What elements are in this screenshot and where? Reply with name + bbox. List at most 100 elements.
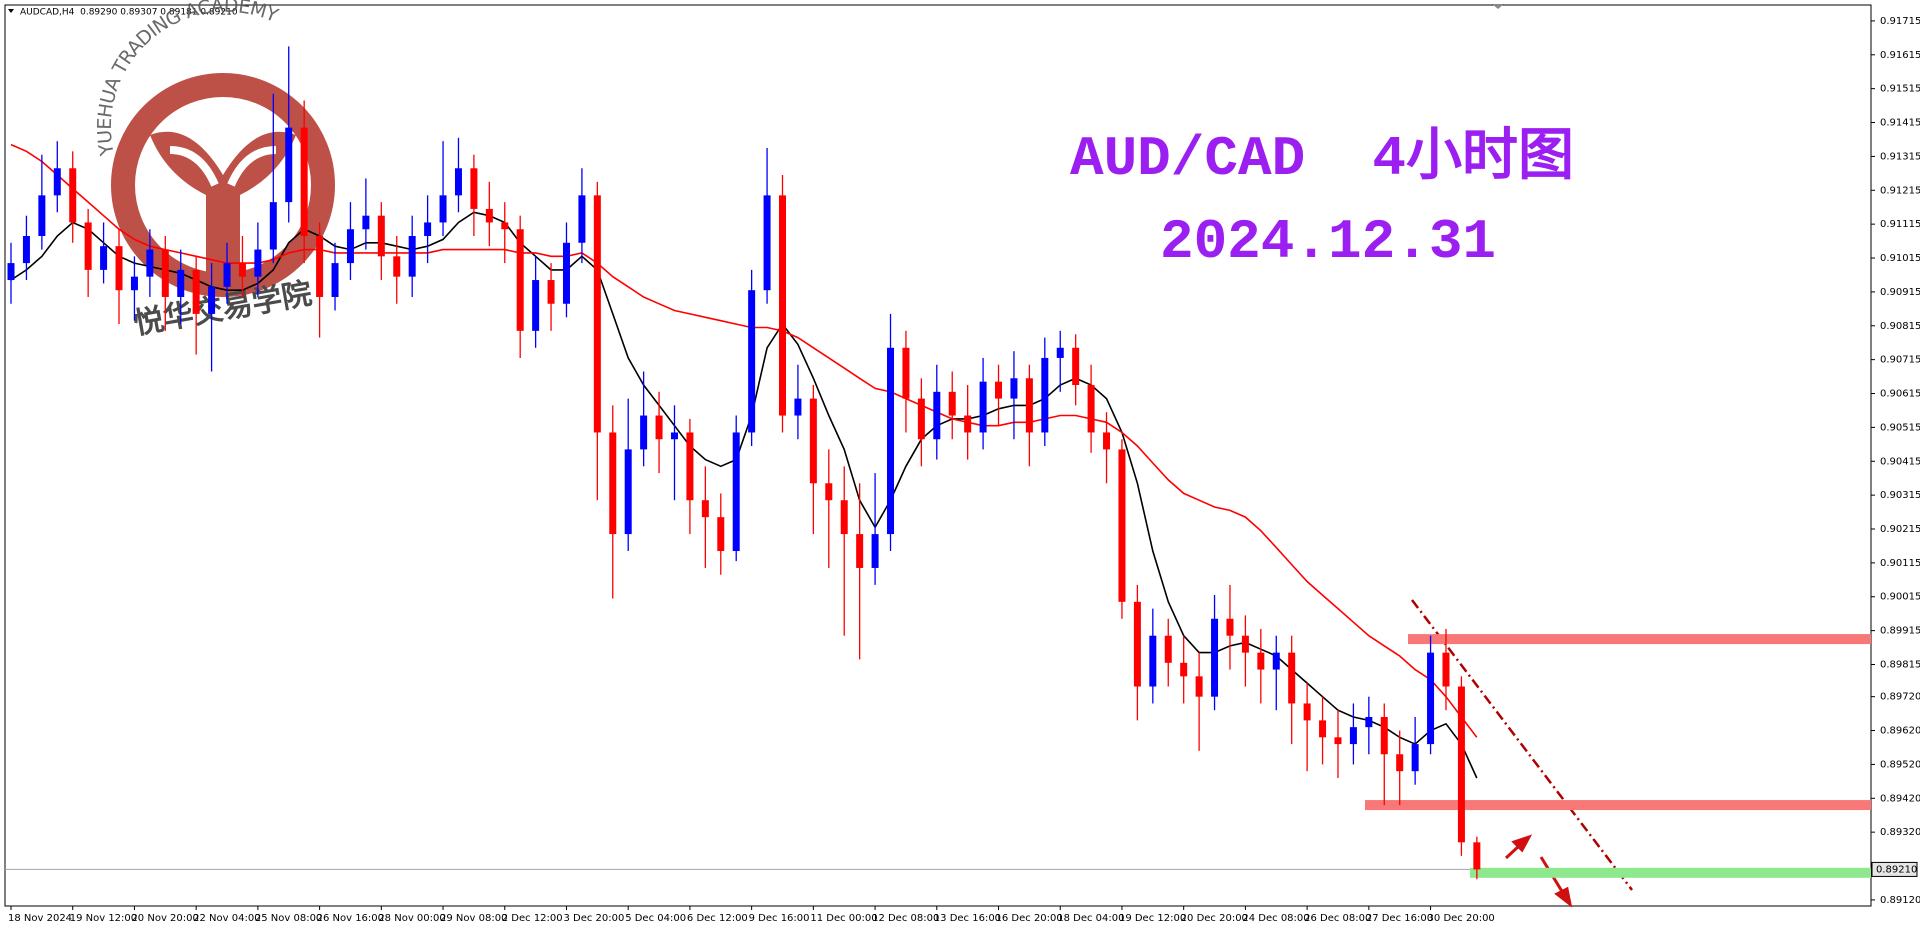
- candle-body: [130, 276, 138, 291]
- candle-body: [887, 347, 895, 535]
- menu-triangle[interactable]: [8, 9, 14, 13]
- candle-body: [701, 500, 709, 518]
- candle-body: [1365, 716, 1373, 728]
- candle-body: [300, 127, 308, 237]
- candle-body: [1272, 652, 1280, 670]
- price-level: [1470, 867, 1871, 878]
- y-tick-label: 0.90915: [1880, 287, 1920, 298]
- logo-ring: [111, 73, 335, 297]
- y-tick-label: 0.89915: [1880, 626, 1920, 637]
- candle-body: [979, 381, 987, 433]
- candle-body: [1041, 357, 1049, 433]
- candle-body: [22, 236, 30, 264]
- y-tick-label: 0.90115: [1880, 558, 1920, 569]
- candle-body: [562, 242, 570, 304]
- candle-body: [439, 195, 447, 223]
- candle-body: [69, 168, 77, 223]
- candle-body: [316, 236, 324, 297]
- candle-body: [1411, 744, 1419, 772]
- candle-body: [1087, 385, 1095, 433]
- candle-body: [1226, 618, 1234, 636]
- candle-body: [578, 195, 586, 243]
- x-tick-label: 27 Dec 16:00: [1366, 913, 1433, 924]
- candle-body: [7, 263, 15, 281]
- candle-body: [362, 215, 370, 230]
- plot-frame: [4, 4, 1872, 907]
- candle-body: [377, 215, 385, 257]
- candle-body: [485, 208, 493, 223]
- candle-body: [655, 415, 663, 440]
- y-tick-label: 0.90415: [1880, 456, 1920, 467]
- candle-body: [995, 381, 1003, 399]
- candle-body: [238, 263, 246, 277]
- candle-body: [1010, 378, 1018, 399]
- x-tick-label: 5 Dec 04:00: [625, 913, 686, 924]
- x-tick-label: 18 Nov 2024: [8, 913, 72, 924]
- candle-body: [794, 398, 802, 416]
- y-tick-label: 0.91215: [1880, 185, 1920, 196]
- x-tick-label: 9 Dec 16:00: [749, 913, 810, 924]
- candle-body: [1396, 754, 1404, 772]
- candle-body: [501, 222, 509, 230]
- x-tick-label: 28 Nov 00:00: [378, 913, 445, 924]
- candle-body: [856, 534, 864, 568]
- candle-body: [516, 229, 524, 331]
- x-tick-label: 20 Dec 20:00: [1181, 913, 1248, 924]
- arrow-down-head: [1554, 886, 1573, 908]
- y-tick-label: 0.89320: [1880, 827, 1920, 838]
- x-tick-label: 22 Nov 04:00: [193, 913, 260, 924]
- candle-body: [825, 483, 833, 501]
- candle-body: [1133, 601, 1141, 687]
- candle-body: [902, 347, 910, 399]
- x-tick-label: 13 Dec 16:00: [934, 913, 1001, 924]
- candle-body: [809, 398, 817, 484]
- candle-body: [532, 280, 540, 331]
- candle-body: [871, 534, 879, 568]
- arrow-up-head: [1511, 834, 1533, 853]
- candle-body: [269, 202, 277, 250]
- x-tick-label: 19 Dec 12:00: [1119, 913, 1186, 924]
- y-tick-label: 0.90315: [1880, 490, 1920, 501]
- candle-body: [763, 195, 771, 291]
- candle-body: [408, 236, 416, 277]
- y-tick-label: 0.89720: [1880, 692, 1920, 703]
- y-tick-label: 0.89815: [1880, 659, 1920, 670]
- candle-body: [1288, 652, 1296, 704]
- price-level: [1365, 800, 1871, 811]
- candle-body: [161, 249, 169, 297]
- candle-body: [609, 432, 617, 535]
- candle-body: [624, 449, 632, 535]
- candle-body: [640, 415, 648, 450]
- candle-body: [917, 398, 925, 440]
- candle-body: [146, 249, 154, 277]
- x-tick-label: 6 Dec 12:00: [687, 913, 748, 924]
- candle-body: [686, 432, 694, 501]
- candle-body: [1473, 842, 1481, 870]
- y-tick-label: 0.89620: [1880, 726, 1920, 737]
- candle-body: [346, 229, 354, 264]
- y-tick-label: 0.90015: [1880, 592, 1920, 603]
- x-tick-label: 11 Dec 00:00: [810, 913, 877, 924]
- y-tick-label: 0.91015: [1880, 253, 1920, 264]
- x-tick-label: 30 Dec 20:00: [1428, 913, 1495, 924]
- candle-body: [1056, 347, 1064, 358]
- candle-body: [454, 168, 462, 196]
- symbol-header: AUDCAD,H4 0.89290 0.89307 0.89181 0.8921…: [20, 8, 238, 18]
- candle-body: [331, 263, 339, 297]
- y-tick-label: 0.91515: [1880, 84, 1920, 95]
- candle-body: [1180, 662, 1188, 677]
- candle-body: [53, 168, 61, 196]
- last-price-label: 0.89210: [1876, 864, 1917, 875]
- y-tick-label: 0.90515: [1880, 422, 1920, 433]
- y-tick-label: 0.90815: [1880, 321, 1920, 332]
- candle-body: [1195, 676, 1203, 697]
- candle-body: [470, 168, 478, 209]
- candle-body: [1427, 652, 1435, 745]
- candle-body: [840, 500, 848, 535]
- shift-marker: [1492, 4, 1504, 9]
- chart-subtitle: 2024.12.31: [1160, 210, 1496, 274]
- trend-line: [1411, 599, 1633, 891]
- x-tick-label: 16 Dec 20:00: [996, 913, 1063, 924]
- candle-body: [192, 269, 200, 314]
